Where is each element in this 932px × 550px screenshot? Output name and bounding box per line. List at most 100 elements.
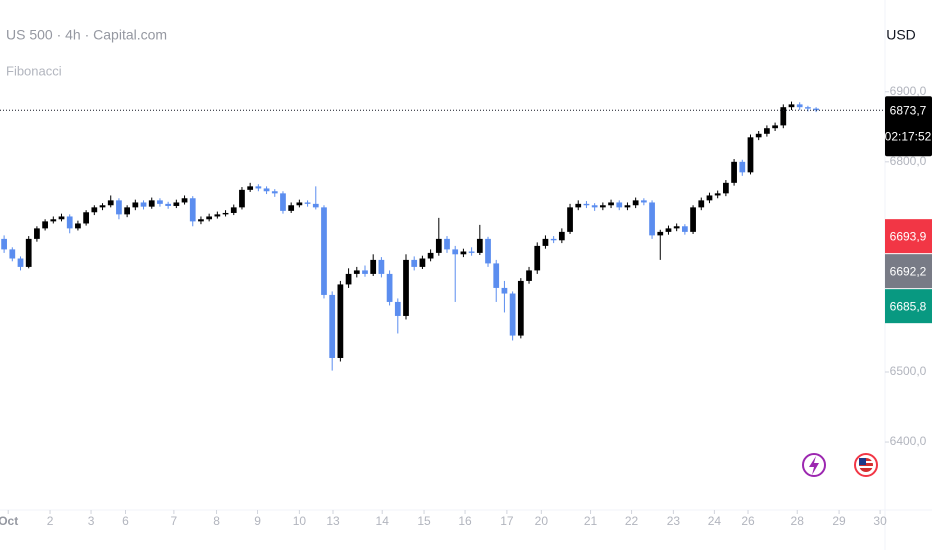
x-tick-label: 28 [791,514,805,528]
flag-icon[interactable] [854,453,878,477]
candle-body [239,189,245,208]
price-tag-label: 6685,8 [890,299,927,313]
x-tick-label: 13 [326,514,340,528]
candle-body [764,128,770,134]
candle-body [304,202,311,204]
candle-body [296,202,303,206]
candle-body [345,273,352,285]
lightning-glyph [809,456,819,475]
last-price-tag [885,96,932,157]
candle-body [706,195,713,201]
candle-body [665,228,672,232]
candle-body [550,238,557,241]
candle-body [493,263,500,288]
candle-body [263,188,270,192]
x-tick-label: 16 [458,514,472,528]
x-tick-label: 2 [47,514,54,528]
candle-body [165,203,172,206]
candle-body [222,212,229,215]
candle-body [148,200,155,207]
candle-body [9,249,16,259]
y-tick-label: 6800,0 [890,154,927,168]
candle-body [468,251,475,253]
candle-body [271,191,278,194]
candle-body [394,301,401,316]
x-tick-label: 9 [254,514,261,528]
indicator-name: Fibonacci [6,63,62,78]
candle-body [476,238,483,253]
candle-body [632,200,639,206]
candle-body [558,231,565,241]
candle-body [34,228,40,239]
x-tick-label: 3 [88,514,95,528]
candle-body [509,293,516,336]
flag-canton [859,458,866,465]
candle-body [173,202,180,206]
countdown-label: 02:17:52 [885,129,932,143]
candle-body [230,207,237,213]
x-tick-label: 26 [741,514,755,528]
candle-body [247,186,254,190]
candle-body [419,258,426,267]
last-price-label: 6873,7 [890,103,927,117]
chart-title: US 500 · 4h · Capital.com [6,27,167,43]
candle-body [649,202,655,236]
candle-body [107,200,114,206]
candle-body [796,104,803,108]
candle-body [485,238,491,264]
y-tick-label: 6400,0 [890,434,927,448]
price-tag-label: 6692,2 [890,264,927,278]
candle-body [599,205,606,208]
candle-body [608,202,614,206]
candle-body [788,104,795,108]
x-tick-label: 23 [667,514,681,528]
candle-body [206,216,213,220]
candle-body [337,284,344,358]
candle-body [181,198,188,203]
candle-body [42,221,48,229]
candle-body [288,205,295,211]
candle-body [370,259,377,274]
candle-body [739,161,746,173]
candle-body [353,270,360,274]
candle-body [321,207,327,295]
candle-body [214,214,221,217]
candle-body [1,238,7,250]
y-tick-label: 6900,0 [890,84,927,98]
currency-label[interactable]: USD [886,27,916,43]
candle-body [378,259,385,274]
x-tick-label: 22 [625,514,639,528]
candle-body [714,193,721,196]
candle-body [542,238,549,246]
candle-body [83,212,89,224]
candle-body [813,108,819,111]
candle-body [681,226,688,232]
candle-body [189,198,196,222]
candle-body [58,216,65,220]
plot-area [1,101,819,371]
price-tag [885,219,932,254]
candle-body [526,270,532,281]
candle-body [198,219,204,222]
candle-body [386,273,393,302]
candle-body [435,238,442,253]
x-tick-label: 6 [122,514,129,528]
candle-body [427,252,434,259]
price-tag [885,289,932,324]
candle-body [772,125,778,129]
event-icon[interactable] [802,453,826,477]
candle-body [805,107,811,109]
candle-body [50,219,57,222]
candle-body [755,133,762,138]
candle-body [575,203,582,208]
x-tick-label: 29 [832,514,846,528]
x-tick-label: 7 [171,514,178,528]
candle-body [583,203,590,206]
candle-body [731,161,737,183]
x-tick-label: 8 [213,514,220,528]
candle-body [780,107,787,126]
candle-body [567,207,573,232]
x-tick-label: Oct [0,514,18,528]
x-tick-label: 21 [584,514,598,528]
